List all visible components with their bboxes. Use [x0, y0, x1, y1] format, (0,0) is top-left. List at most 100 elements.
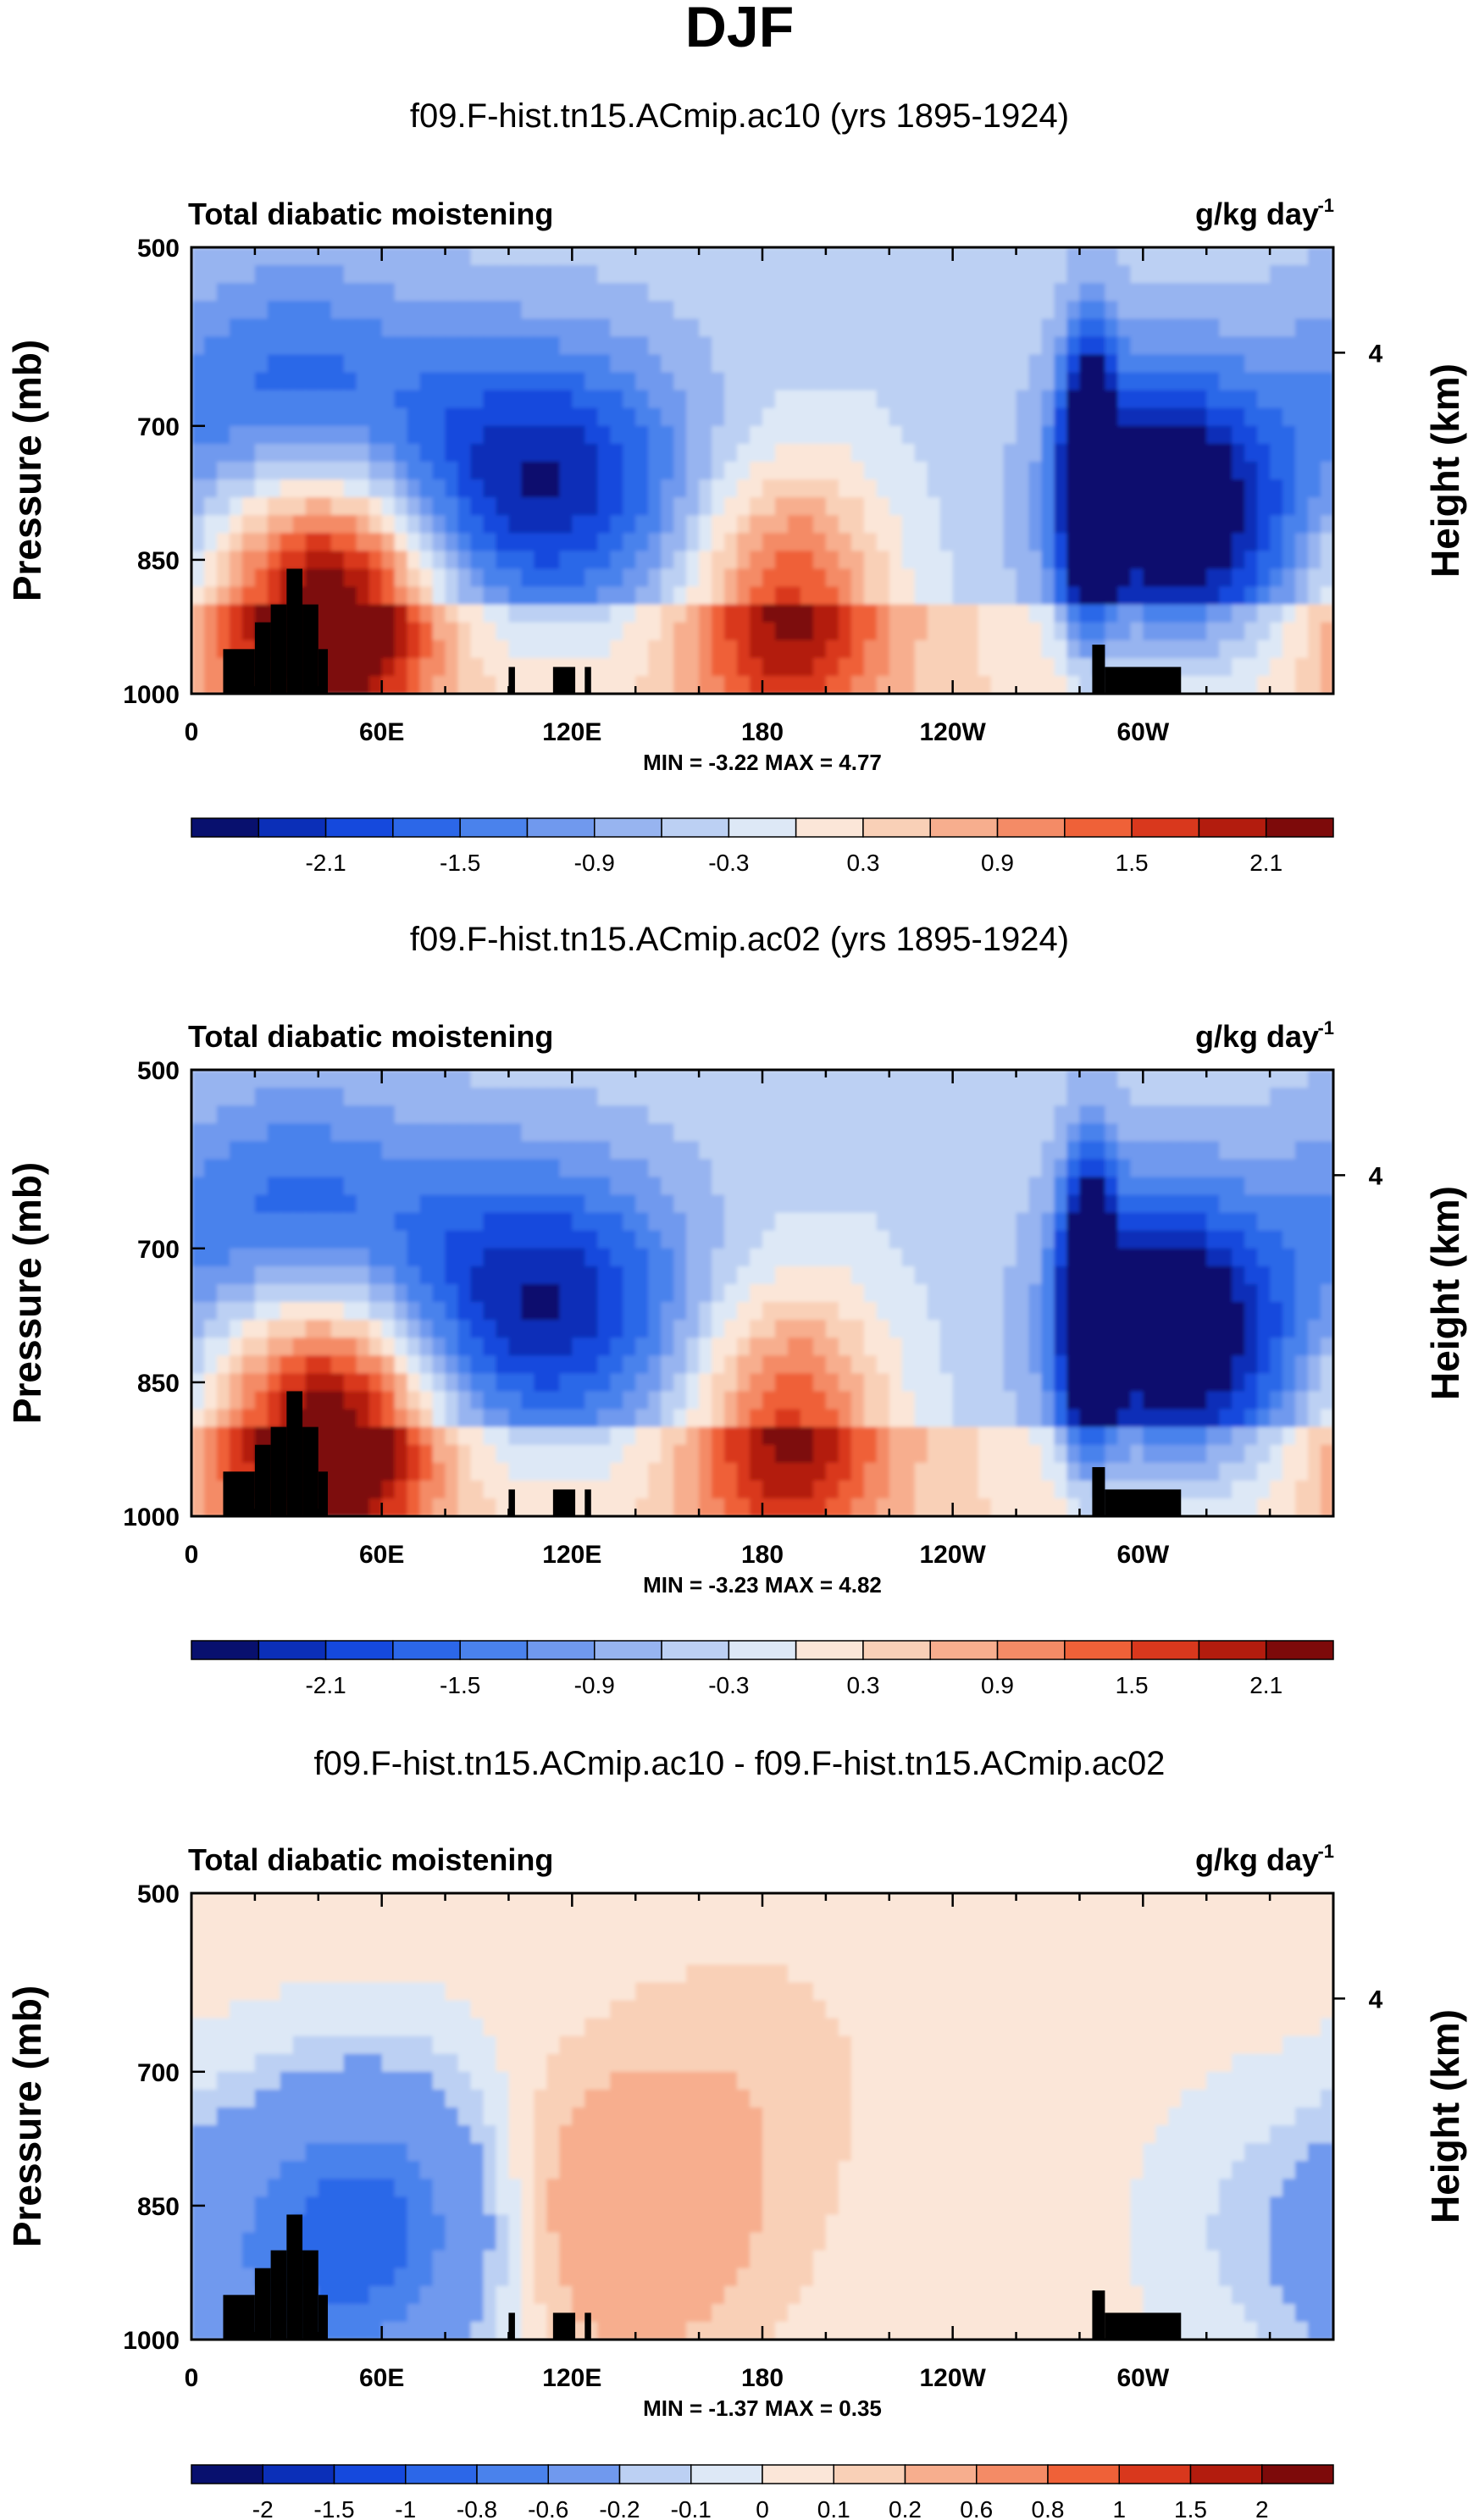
heat-cell — [939, 461, 954, 480]
heat-cell — [534, 604, 548, 623]
heat-cell — [407, 1159, 421, 1178]
heat-cell — [812, 336, 827, 356]
heat-cell — [1155, 1070, 1170, 1088]
heat-cell — [572, 1480, 586, 1499]
heat-cell — [965, 1320, 979, 1338]
heat-cell — [318, 1302, 332, 1321]
heat-cell — [1041, 1266, 1055, 1285]
heat-cell — [572, 1426, 586, 1446]
heat-cell — [787, 604, 801, 623]
heat-cell — [1028, 336, 1043, 356]
heat-cell — [1028, 265, 1043, 284]
heat-cell — [1181, 640, 1195, 659]
heat-cell — [559, 390, 573, 409]
heat-cell — [1244, 1320, 1258, 1338]
heat-cell — [496, 1911, 510, 1930]
heat-cell — [470, 301, 485, 320]
heat-cell — [1194, 1230, 1208, 1249]
heat-cell — [241, 1088, 256, 1106]
heat-cell — [419, 318, 434, 338]
heat-cell — [546, 461, 561, 480]
heat-cell — [1270, 1911, 1283, 1930]
heat-cell — [1232, 1177, 1245, 1196]
heat-cell — [1105, 318, 1119, 338]
heat-cell — [850, 1266, 865, 1285]
heat-cell — [191, 1230, 205, 1249]
heat-cell — [774, 318, 789, 338]
heat-cell — [750, 1409, 763, 1428]
heat-cell — [1117, 551, 1132, 570]
heat-cell — [445, 568, 459, 588]
heat-cell — [203, 283, 218, 302]
heat-cell — [648, 247, 662, 266]
heat-cell — [762, 586, 776, 606]
heat-cell — [635, 640, 649, 659]
heat-cell — [648, 1302, 662, 1321]
heat-cell — [559, 604, 573, 623]
heat-cell — [521, 372, 535, 391]
heat-cell — [445, 479, 459, 498]
heat-cell — [292, 1929, 307, 1948]
heat-cell — [800, 1302, 814, 1321]
heat-cell — [407, 461, 421, 480]
heat-cell — [483, 1498, 497, 1517]
heat-cell — [939, 1391, 954, 1410]
heat-cell — [203, 1498, 218, 1517]
heat-cell — [635, 1338, 649, 1357]
heat-cell — [1054, 407, 1068, 427]
heat-cell — [597, 336, 612, 356]
heat-cell — [1321, 604, 1334, 623]
heat-cell — [1270, 372, 1283, 391]
heat-cell — [1308, 1283, 1321, 1303]
heat-cell — [699, 1248, 712, 1267]
heat-cell — [1066, 1088, 1081, 1106]
heat-cell — [343, 354, 357, 374]
heat-cell — [838, 1355, 852, 1375]
heat-cell — [686, 283, 700, 302]
heat-cell — [1282, 1480, 1296, 1499]
heat-cell — [1206, 515, 1220, 534]
heat-cell — [1270, 586, 1283, 606]
field-label: Total diabatic moistening — [188, 1842, 553, 1877]
heat-cell — [1105, 622, 1119, 641]
heat-cell — [863, 1302, 878, 1321]
heat-cell — [876, 1194, 890, 1214]
heat-cell — [229, 1194, 243, 1214]
heat-cell — [1282, 247, 1296, 266]
heat-cell — [750, 390, 763, 409]
heat-cell — [1041, 1283, 1055, 1303]
heat-cell — [724, 1283, 738, 1303]
heat-cell — [1079, 1462, 1094, 1482]
heat-cell — [686, 1911, 700, 1930]
heat-cell — [1105, 443, 1119, 462]
heat-cell — [394, 1391, 408, 1410]
heat-cell — [496, 551, 510, 570]
heat-cell — [939, 1911, 954, 1930]
heat-cell — [812, 247, 827, 266]
heat-cell — [661, 372, 674, 391]
heat-cell — [241, 354, 256, 374]
heat-cell — [648, 1480, 662, 1499]
heat-cell — [521, 425, 535, 445]
heat-cell — [318, 622, 332, 641]
heat-cell — [394, 372, 408, 391]
colorbar-swatch — [661, 1640, 730, 1660]
heat-cell — [724, 301, 738, 320]
heat-cell — [901, 551, 916, 570]
heat-cell — [1270, 1391, 1283, 1410]
heat-cell — [445, 425, 459, 445]
heat-cell — [1168, 1159, 1183, 1178]
heat-cell — [572, 1391, 586, 1410]
heat-cell — [1143, 461, 1157, 480]
heat-cell — [1130, 390, 1144, 409]
heat-cell — [343, 551, 357, 570]
heat-cell — [750, 497, 763, 516]
heat-cell — [1270, 1929, 1283, 1948]
heat-cell — [1054, 1462, 1068, 1482]
heat-cell — [1079, 372, 1094, 391]
heat-cell — [483, 1338, 497, 1357]
heat-cell — [850, 1409, 865, 1428]
heat-cell — [661, 1088, 674, 1106]
heat-cell — [483, 479, 497, 498]
heat-cell — [1143, 1462, 1157, 1482]
